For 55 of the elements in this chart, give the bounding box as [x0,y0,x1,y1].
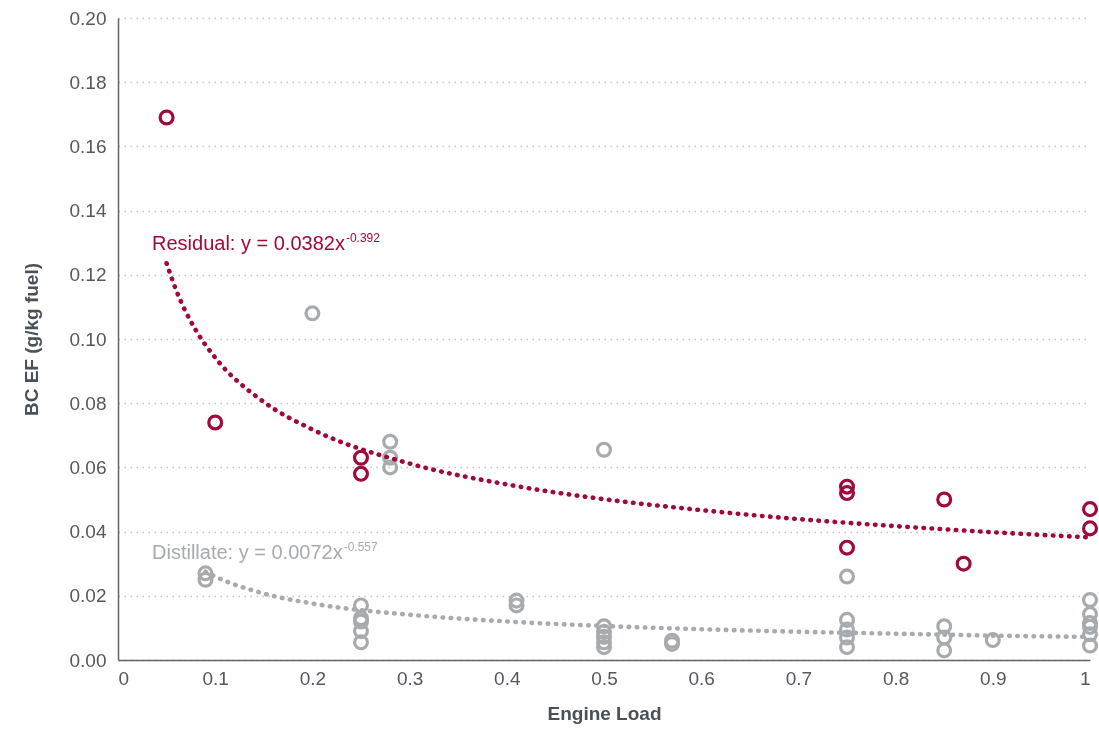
point [352,634,370,651]
x-tick-label: 0.3 [396,667,424,689]
point [955,555,972,572]
point [838,639,856,656]
x-axis-title: Engine Load [547,702,662,724]
point [838,611,856,628]
point [595,441,613,458]
y-tick-label: 0.18 [69,71,107,93]
point [1081,501,1099,518]
point [936,642,953,659]
x-tick-label: 0.8 [882,667,910,689]
point [838,621,856,638]
x-tick-label: 0.7 [785,667,813,689]
y-tick-label: 0.02 [69,585,107,607]
y-tick-label: 0.04 [69,521,107,543]
point [838,629,856,646]
x-tick-label: 1 [1079,667,1091,689]
point [984,632,1001,649]
point [352,449,370,466]
point [838,539,856,556]
point [838,478,856,495]
point [352,597,370,614]
point [352,465,370,482]
x-tick-label: 0.9 [980,667,1007,689]
x-tick-label: 0.4 [494,667,521,689]
point [382,433,399,450]
y-tick-label: 0.14 [69,200,107,222]
y-tick-label: 0.00 [69,649,107,671]
point [595,618,613,635]
point [197,565,214,582]
y-tick-label: 0.10 [69,328,107,350]
point [838,485,856,502]
x-tick-label: 0 [118,667,130,689]
point [382,459,399,476]
point [936,629,953,646]
x-tick-label: 0.1 [202,667,229,689]
point [1081,591,1099,608]
y-tick-label: 0.08 [69,392,107,414]
y-tick-label: 0.16 [69,135,107,157]
y-tick-label: 0.12 [69,264,107,286]
x-tick-label: 0.2 [299,667,327,689]
x-tick-label: 0.5 [591,667,618,689]
point [1081,520,1099,537]
point [304,305,321,322]
point [936,491,953,508]
point [158,109,175,126]
y-tick-label: 0.20 [69,7,107,29]
point [1081,637,1099,654]
y-axis-title: BC EF (g/kg fuel) [20,262,42,417]
point [936,618,953,635]
x-tick-label: 0.6 [688,667,715,689]
point [207,414,224,431]
y-tick-label: 0.06 [69,456,107,478]
point [197,571,214,588]
point [838,568,856,585]
